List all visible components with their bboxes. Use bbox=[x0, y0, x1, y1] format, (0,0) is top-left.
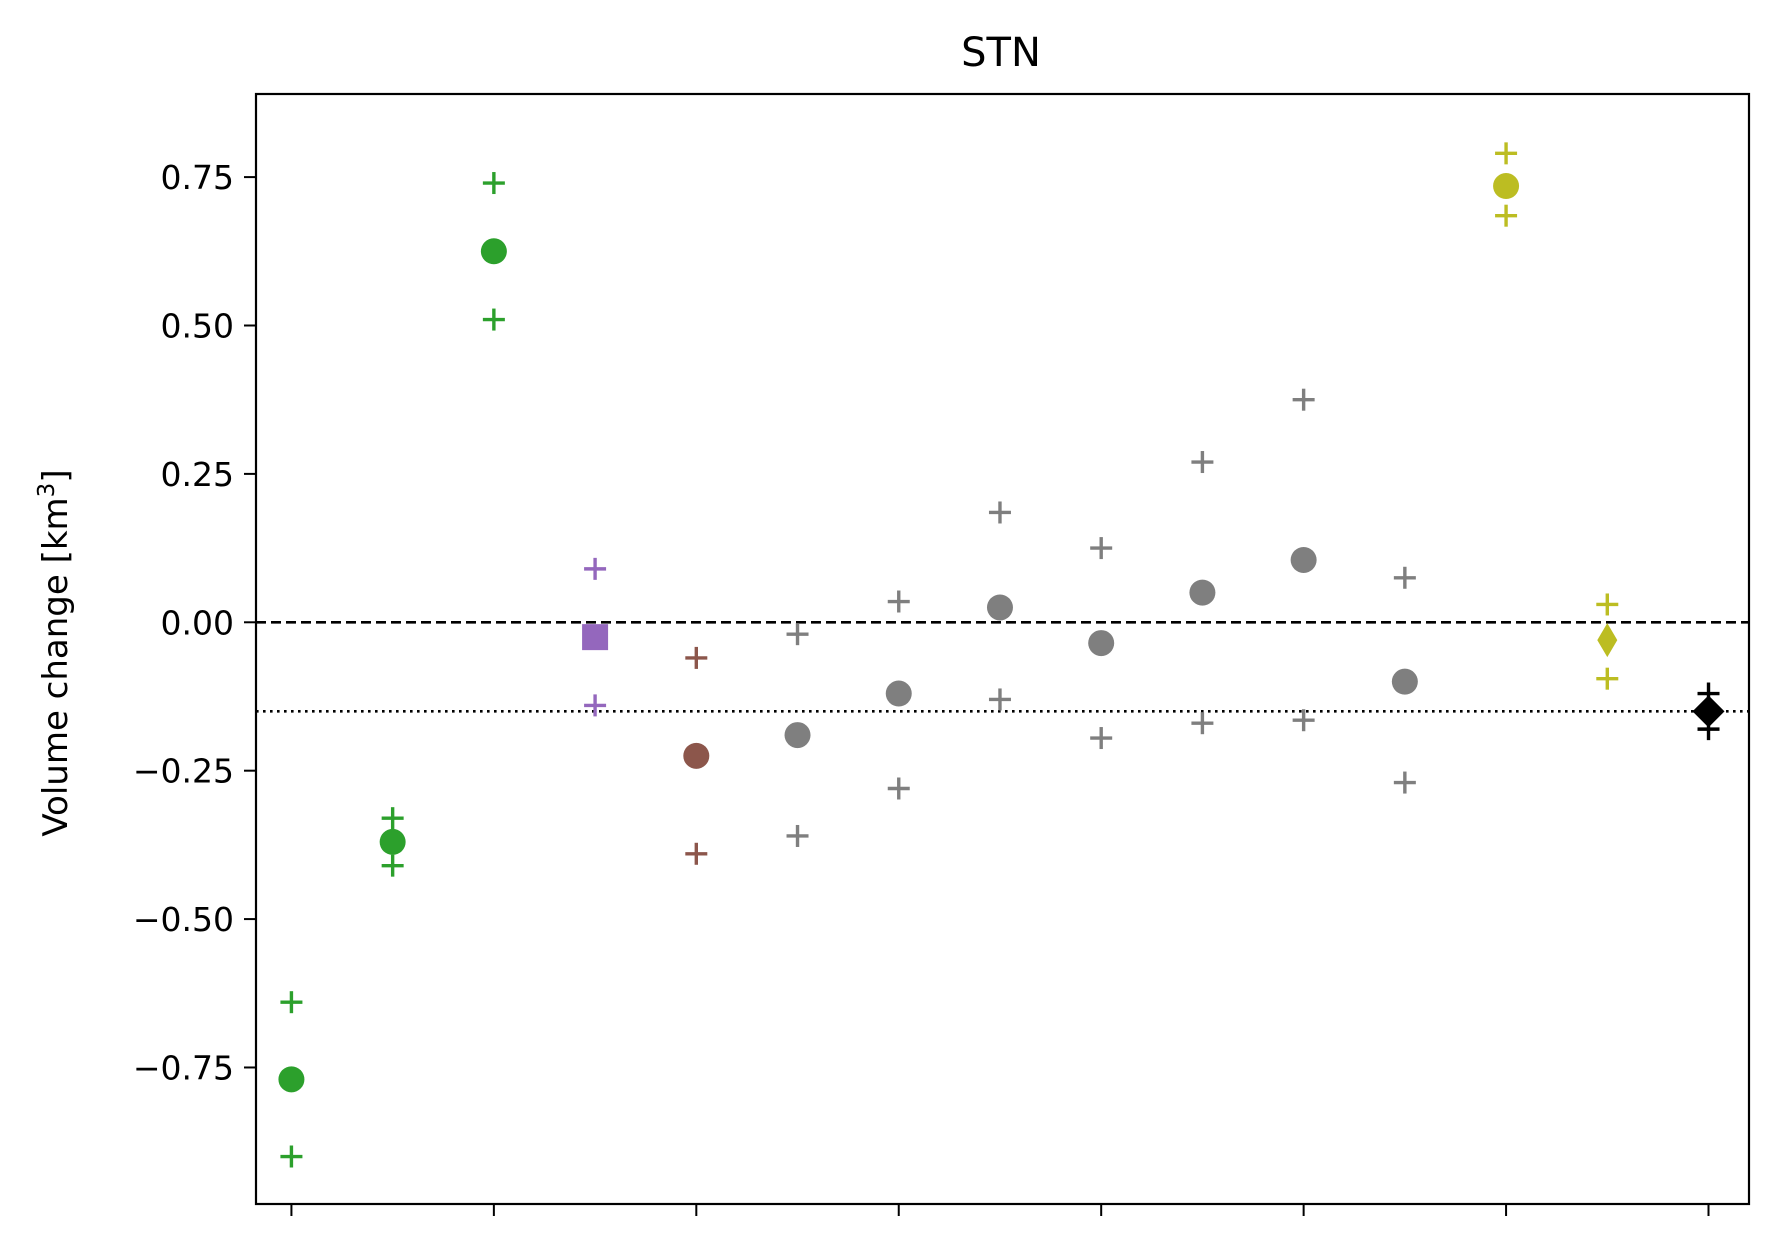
data-point-thin-diamond bbox=[1597, 623, 1618, 658]
y-tick-label: 0.25 bbox=[161, 455, 234, 494]
lower-bound-marker bbox=[685, 842, 708, 865]
upper-bound-marker bbox=[1495, 142, 1518, 165]
lower-bound-marker bbox=[584, 694, 607, 717]
data-point-circle bbox=[1189, 579, 1216, 606]
upper-bound-marker bbox=[988, 501, 1011, 524]
lower-bound-marker bbox=[280, 1145, 303, 1168]
y-tick-label: −0.75 bbox=[133, 1048, 234, 1087]
lower-bound-marker bbox=[1495, 204, 1518, 227]
data-point-circle bbox=[1493, 173, 1520, 200]
y-axis-label-main: Volume change [km bbox=[36, 497, 76, 836]
upper-bound-marker bbox=[1393, 566, 1416, 589]
data-point-circle bbox=[480, 238, 507, 265]
y-tick-label: 0.50 bbox=[161, 306, 234, 345]
lower-bound-marker bbox=[1393, 771, 1416, 794]
lower-bound-marker bbox=[1191, 712, 1214, 735]
upper-bound-marker bbox=[1596, 593, 1619, 616]
data-point-square bbox=[582, 624, 609, 651]
lower-bound-marker bbox=[887, 777, 910, 800]
data-point-circle bbox=[379, 828, 406, 855]
data-point-circle bbox=[784, 722, 811, 749]
chart-title: STN bbox=[961, 30, 1041, 76]
upper-bound-marker bbox=[280, 991, 303, 1014]
upper-bound-marker bbox=[685, 646, 708, 669]
y-tick-label: 0.00 bbox=[161, 603, 234, 642]
lower-bound-marker bbox=[381, 854, 404, 877]
data-point-circle bbox=[1088, 630, 1115, 657]
data-point-circle bbox=[1290, 546, 1317, 573]
y-axis-label-superscript: 3 bbox=[34, 483, 60, 498]
y-tick-label: −0.25 bbox=[133, 752, 234, 791]
y-axis-label-end: ] bbox=[36, 469, 76, 482]
upper-bound-marker bbox=[584, 557, 607, 580]
upper-bound-marker bbox=[1292, 388, 1315, 411]
lower-bound-marker bbox=[988, 688, 1011, 711]
data-point-circle bbox=[986, 594, 1013, 621]
upper-bound-marker bbox=[887, 590, 910, 613]
data-point-diamond bbox=[1692, 695, 1725, 728]
y-axis-label: Volume change [km3] bbox=[34, 469, 76, 836]
plot-frame bbox=[254, 92, 1751, 1206]
data-point-circle bbox=[278, 1066, 305, 1093]
lower-bound-marker bbox=[1596, 667, 1619, 690]
y-tick-label: −0.50 bbox=[133, 900, 234, 939]
upper-bound-marker bbox=[381, 807, 404, 830]
y-tick-label: 0.75 bbox=[161, 158, 234, 197]
lower-bound-marker bbox=[1090, 727, 1113, 750]
plot-area: −0.75 −0.50 −0.25 0.00 0.25 0.50 0.75 bbox=[133, 92, 1751, 1216]
lower-bound-marker bbox=[786, 824, 809, 847]
lower-bound-marker bbox=[1292, 709, 1315, 732]
data-point-circle bbox=[885, 680, 912, 707]
lower-bound-marker bbox=[482, 308, 505, 331]
upper-bound-marker bbox=[482, 172, 505, 195]
data-point-circle bbox=[1391, 668, 1418, 695]
upper-bound-marker bbox=[1191, 451, 1214, 474]
upper-bound-marker bbox=[786, 623, 809, 646]
data-point-circle bbox=[683, 742, 710, 769]
upper-bound-marker bbox=[1090, 537, 1113, 560]
